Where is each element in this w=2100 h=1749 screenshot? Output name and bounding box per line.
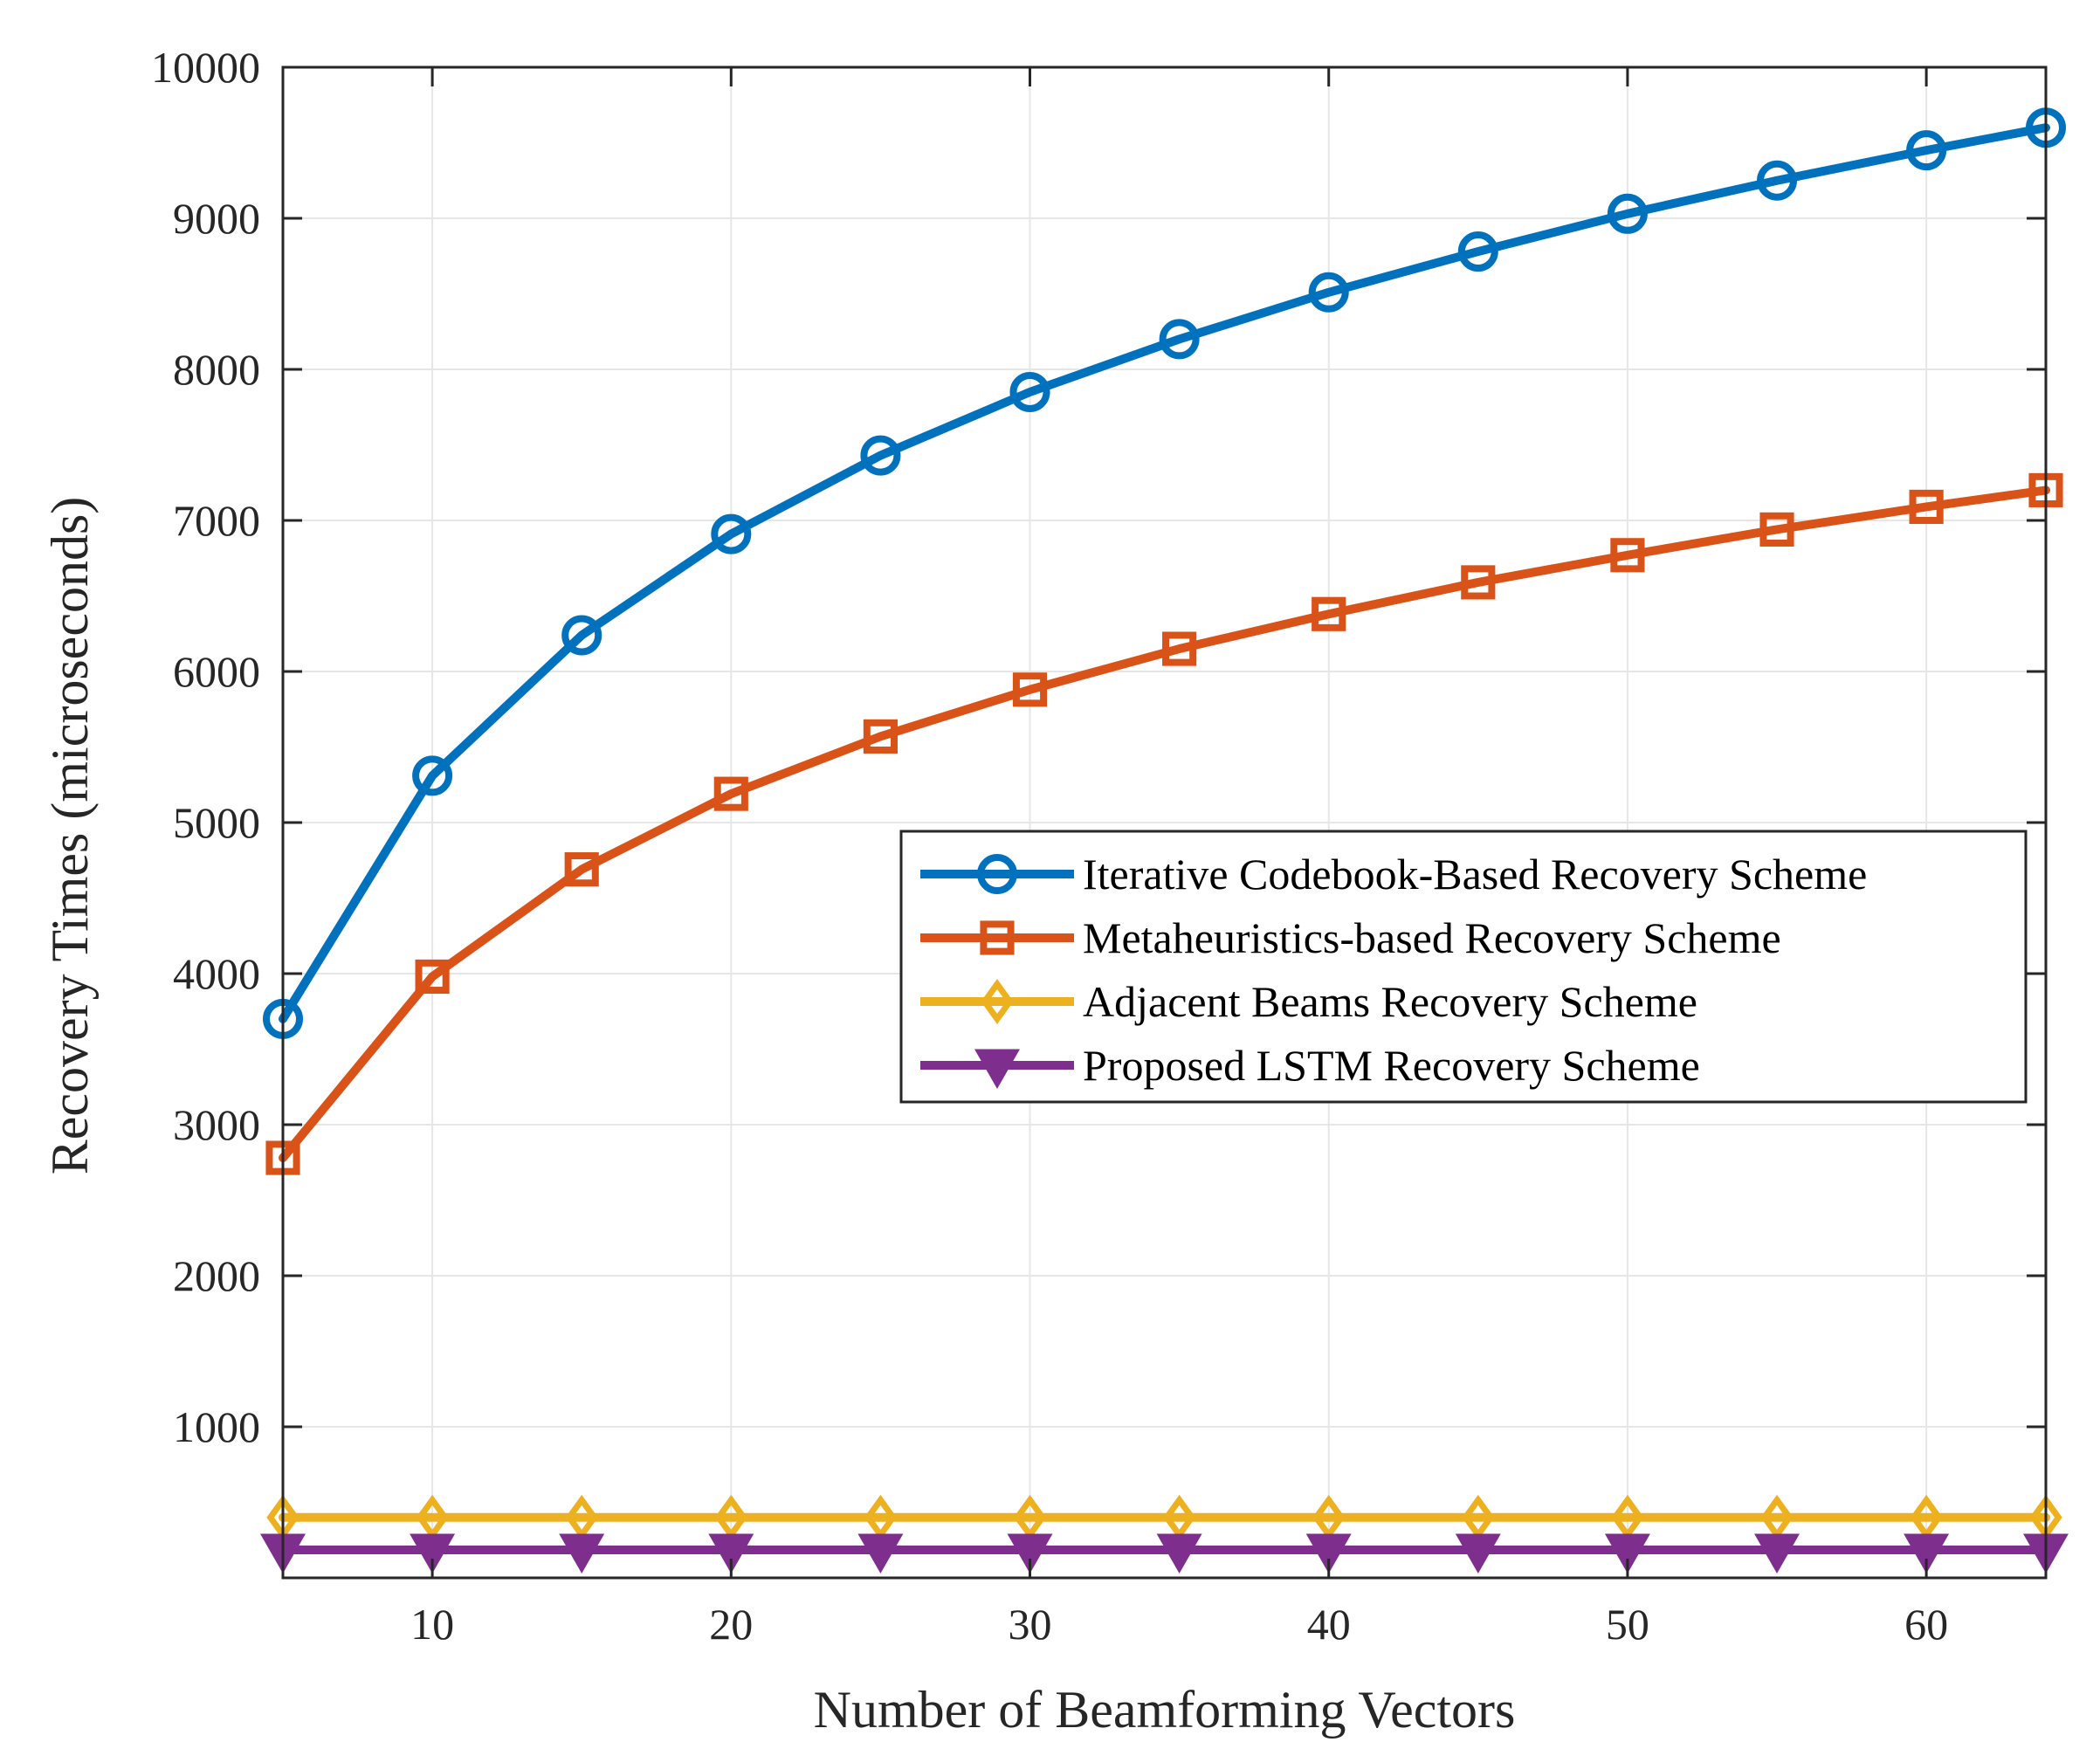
- y-tick-label: 8000: [173, 345, 260, 394]
- data-point: [1757, 160, 1798, 201]
- data-point: [1909, 489, 1944, 525]
- y-tick-label: 7000: [173, 496, 260, 545]
- y-tick-label: 3000: [173, 1100, 260, 1149]
- data-point: [860, 435, 901, 476]
- plot-area: [260, 107, 2069, 1573]
- legend-item-3: Adjacent Beams Recovery Scheme: [920, 977, 1697, 1026]
- legend-marker: [974, 1049, 1020, 1090]
- legend-label: Metaheuristics-based Recovery Scheme: [1083, 913, 1781, 962]
- data-point: [1455, 1533, 1501, 1573]
- data-point: [1604, 1533, 1650, 1573]
- data-point: [857, 1533, 904, 1573]
- legend: Iterative Codebook-Based Recovery Scheme…: [899, 830, 2028, 1104]
- y-tick-label: 6000: [173, 647, 260, 696]
- data-point: [561, 615, 602, 656]
- data-point: [1759, 512, 1794, 547]
- legend-label: Proposed LSTM Recovery Scheme: [1083, 1041, 1700, 1090]
- data-point: [412, 755, 453, 796]
- data-point: [1754, 1533, 1800, 1573]
- x-tick-label: 60: [1904, 1600, 1948, 1649]
- data-point: [1906, 130, 1947, 171]
- y-tick-label: 4000: [173, 949, 260, 998]
- data-point: [1159, 319, 1200, 360]
- data-point: [1607, 193, 1648, 234]
- legend-marker: [980, 920, 1015, 955]
- legend-label: Iterative Codebook-Based Recovery Scheme: [1083, 850, 1867, 899]
- legend-marker: [981, 979, 1014, 1024]
- legend-label: Adjacent Beams Recovery Scheme: [1083, 977, 1697, 1026]
- legend-item-1: Iterative Codebook-Based Recovery Scheme: [920, 850, 1867, 899]
- axes: 10 20 30 40 50 60 1000 2000 3000 4000 5000 6000 7000…: [151, 43, 2048, 1649]
- x-axis-title: Number of Beamforming Vectors: [814, 1681, 1516, 1739]
- data-point: [415, 959, 450, 995]
- data-point: [564, 852, 599, 887]
- data-point: [1156, 1533, 1202, 1573]
- legend-item-4: Proposed LSTM Recovery Scheme: [920, 1041, 1700, 1090]
- x-tick-label: 30: [1009, 1600, 1052, 1649]
- x-tick-label: 50: [1606, 1600, 1649, 1649]
- data-point: [410, 1533, 456, 1573]
- data-point: [863, 719, 898, 754]
- data-point: [1610, 538, 1645, 573]
- legend-item-2: Metaheuristics-based Recovery Scheme: [920, 913, 1781, 962]
- data-point: [713, 776, 748, 811]
- series-line: [279, 485, 2050, 1163]
- data-point: [1007, 1533, 1053, 1573]
- data-point: [1461, 565, 1496, 600]
- data-point: [559, 1533, 605, 1573]
- series-line: [279, 123, 2050, 1023]
- y-tick-label: 1000: [173, 1402, 260, 1451]
- legend-marker: [977, 854, 1017, 894]
- x-tick-label: 40: [1307, 1600, 1351, 1649]
- series-2: [265, 472, 2063, 1175]
- y-axis-title: Recovery Times (microseconds): [41, 497, 99, 1175]
- x-tick-label: 10: [410, 1600, 454, 1649]
- y-tick-label: 10000: [151, 43, 260, 92]
- data-point: [708, 1533, 754, 1573]
- y-tick-label: 2000: [173, 1251, 260, 1300]
- data-point: [1308, 272, 1349, 313]
- y-tick-label: 5000: [173, 798, 260, 847]
- series-1: [263, 107, 2066, 1039]
- data-point: [711, 513, 752, 554]
- data-point: [1009, 371, 1050, 412]
- x-tick-label: 20: [709, 1600, 753, 1649]
- data-point: [1312, 596, 1346, 631]
- legend-box: [899, 830, 2028, 1104]
- y-tick-label: 9000: [173, 194, 260, 243]
- data-point: [1457, 231, 1498, 272]
- data-point: [1904, 1533, 1950, 1573]
- data-point: [1305, 1533, 1352, 1573]
- data-point: [1012, 672, 1048, 707]
- data-point: [1162, 631, 1197, 666]
